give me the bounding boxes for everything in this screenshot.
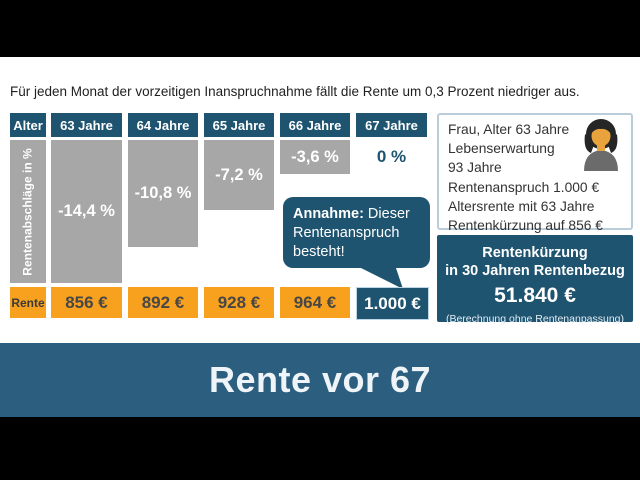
column-header-64: 64 Jahre bbox=[128, 113, 198, 137]
headline-text: Für jeden Monat der vorzeitigen Inanspru… bbox=[10, 84, 580, 99]
reduction-bar-64: -10,8 % bbox=[128, 140, 198, 247]
woman-avatar-icon bbox=[584, 119, 618, 171]
profile-line: Rentenkürzung auf 856 € bbox=[448, 218, 603, 234]
banner-title: Rente vor 67 bbox=[208, 359, 432, 400]
reduction-value-66: -3,6 % bbox=[291, 147, 339, 166]
reduction-value-64: -10,8 % bbox=[134, 184, 192, 202]
profile-line: 93 Jahre bbox=[448, 160, 502, 176]
summary-note: (Berechnung ohne Rentenanpassung) bbox=[445, 313, 625, 325]
summary-line1: Rentenkürzung bbox=[482, 245, 588, 261]
column-header-67: 67 Jahre bbox=[356, 113, 427, 137]
letterbox-bottom bbox=[0, 417, 640, 480]
pension-value-67: 1.000 € bbox=[356, 287, 429, 320]
speech-bubble: Annahme: Dieser Rentenanspruch besteht! bbox=[283, 197, 430, 268]
letterbox-top bbox=[0, 0, 640, 57]
y-axis-label: Rentenabschläge in % bbox=[21, 147, 35, 276]
speech-bubble-lead: Annahme: bbox=[293, 206, 364, 222]
pension-value-64: 892 € bbox=[128, 287, 198, 318]
reduction-value-65: -7,2 % bbox=[215, 165, 263, 184]
reduction-value-67: 0 % bbox=[376, 147, 407, 166]
pension-row-label: Rente bbox=[10, 287, 46, 318]
column-header-65: 65 Jahre bbox=[204, 113, 274, 137]
profile-line: Altersrente mit 63 Jahre bbox=[448, 198, 595, 214]
column-header-66: 66 Jahre bbox=[280, 113, 350, 137]
reduction-bar-66: -3,6 % bbox=[280, 140, 350, 174]
column-header-63: 63 Jahre bbox=[51, 113, 122, 137]
speech-bubble-text: Dieser Rentenanspruch besteht! bbox=[293, 206, 410, 260]
speech-bubble-tail bbox=[355, 265, 403, 289]
reduction-value-63: -14,4 % bbox=[58, 202, 115, 220]
profile-line: Frau, Alter 63 Jahre bbox=[448, 122, 570, 137]
table-corner-header: Alter bbox=[10, 113, 46, 137]
reduction-bar-63: -14,4 % bbox=[51, 140, 122, 283]
profile-line: Lebenserwartung bbox=[448, 141, 555, 157]
summary-box: Rentenkürzung in 30 Jahren Rentenbezug 5… bbox=[437, 235, 633, 325]
summary-amount: 51.840 € bbox=[494, 284, 576, 307]
pension-value-66: 964 € bbox=[280, 287, 350, 318]
reduction-bar-65: -7,2 % bbox=[204, 140, 274, 210]
pension-value-63: 856 € bbox=[51, 287, 122, 318]
profile-line: Rentenanspruch 1.000 € bbox=[448, 179, 600, 195]
pension-value-65: 928 € bbox=[204, 287, 274, 318]
summary-line2: in 30 Jahren Rentenbezug bbox=[445, 263, 625, 279]
slide-content: Für jeden Monat der vorzeitigen Inanspru… bbox=[0, 57, 640, 343]
y-axis-label-strip: Rentenabschläge in % bbox=[10, 140, 46, 283]
title-banner: Rente vor 67 bbox=[0, 343, 640, 417]
